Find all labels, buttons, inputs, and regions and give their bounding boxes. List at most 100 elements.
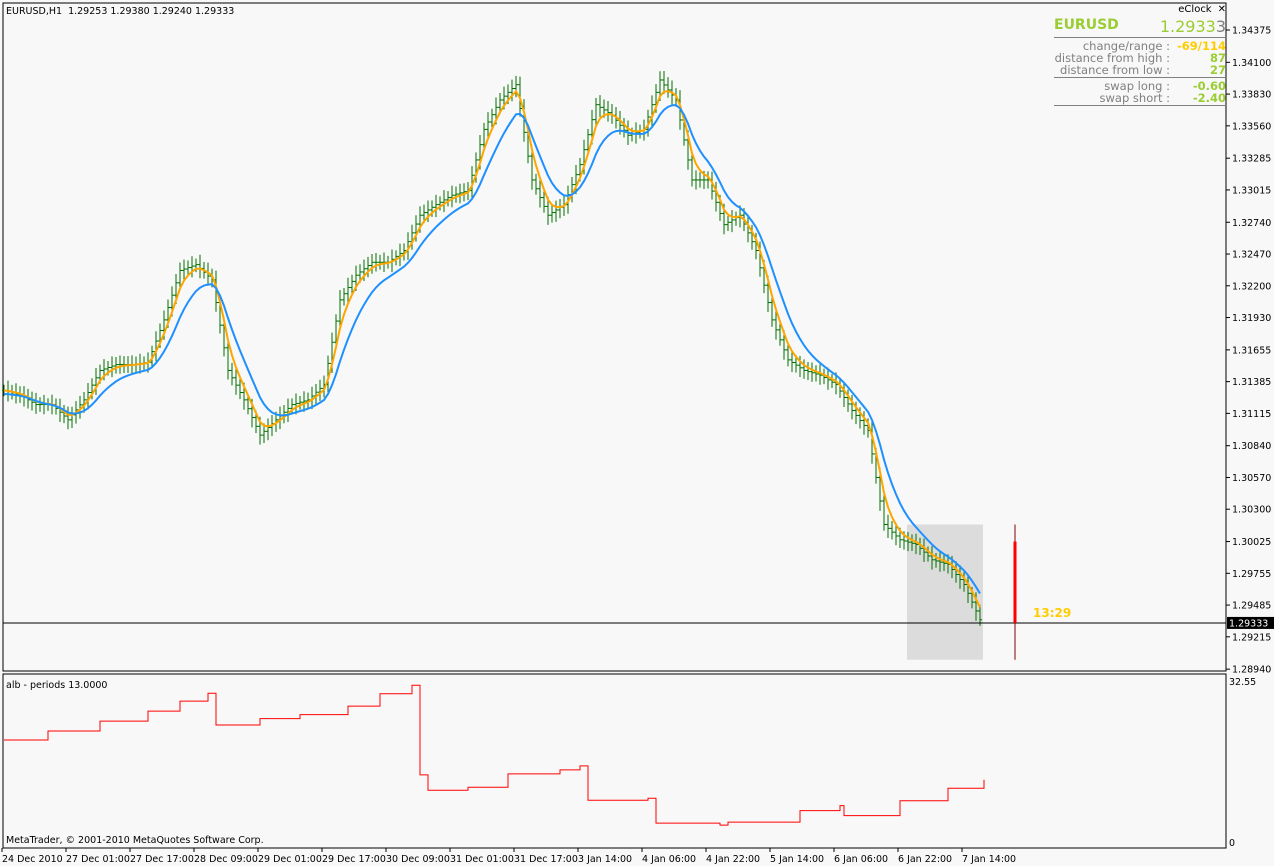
ohlc-bar [482, 122, 486, 152]
time-tick-label: 31 Dec 01:00 [450, 854, 514, 865]
ohlc-bar [890, 521, 894, 540]
copyright-text: MetaTrader, © 2001-2010 MetaQuotes Softw… [6, 835, 264, 846]
ohlc-bar [382, 252, 386, 272]
price-tick-label: 1.34100 [1232, 58, 1271, 69]
candle-timer: 13:29 [1033, 606, 1071, 620]
ohlc-bar [574, 165, 578, 195]
ohlc-bar [446, 191, 450, 207]
time-tick-label: 24 Dec 2010 [2, 854, 63, 865]
eclock-symbol: EURUSD [1054, 17, 1119, 33]
close-icon[interactable]: ✕ [1217, 4, 1226, 15]
ohlc-bar [226, 338, 230, 380]
ohlc-bar [930, 546, 934, 570]
price-tick-label: 1.34375 [1232, 26, 1271, 37]
time-tick-label: 30 Dec 09:00 [386, 854, 450, 865]
time-tick-label: 3 Jan 14:00 [578, 854, 632, 865]
price-tick-label: 1.29485 [1232, 601, 1271, 612]
time-tick-label: 6 Jan 22:00 [898, 854, 952, 865]
time-tick-label: 29 Dec 01:00 [258, 854, 322, 865]
indicator-axis-min: 0 [1229, 838, 1235, 849]
ohlc-bar [926, 546, 930, 562]
ohlc-bar [458, 183, 462, 204]
ohlc-bar [538, 178, 542, 208]
ohlc-bar [698, 172, 702, 188]
ohlc-bar [374, 253, 378, 272]
time-tick-label: 6 Jan 06:00 [834, 854, 888, 865]
eclock-row-label: distance from low : [1060, 63, 1170, 77]
ohlc-bar [290, 398, 294, 415]
price-tick-label: 1.30300 [1232, 505, 1271, 516]
main-chart-frame[interactable] [2, 2, 1227, 672]
ohlc-bar [810, 362, 814, 382]
eclock-row: distance from high : 87 [1054, 52, 1226, 64]
ohlc-bar [774, 310, 778, 340]
indicator-title: alb - periods 13.0000 [6, 680, 107, 691]
ohlc-bar [266, 418, 270, 441]
eclock-row-value: 27 [1209, 63, 1226, 77]
time-tick-label: 5 Jan 14:00 [770, 854, 824, 865]
ohlc-bar [942, 554, 946, 572]
ohlc-bar [378, 254, 382, 270]
price-tick-label: 1.32200 [1232, 281, 1271, 292]
ohlc-bar [594, 97, 598, 127]
ohlc-bar [454, 186, 458, 203]
ohlc-bar [262, 423, 266, 443]
ohlc-bar [238, 378, 242, 400]
ohlc-bar [550, 205, 554, 223]
ohlc-bar [510, 79, 514, 102]
ohlc-bar [914, 533, 918, 555]
ohlc-bar [798, 355, 802, 377]
ohlc-bar [486, 112, 490, 140]
ohlc-bar [66, 406, 70, 430]
eclock-row-label: distance from high : [1054, 51, 1170, 65]
price-axis[interactable]: 1.34375 1.34100 1.33830 1.33560 1.33285 1.330… [1226, 26, 1274, 676]
eclock-row-label: change/range : [1082, 39, 1170, 53]
ohlc-bar [110, 356, 114, 378]
ohlc-bar [694, 170, 698, 190]
price-tick-label: 1.32740 [1232, 218, 1271, 229]
eclock-row: distance from low : 27 [1054, 64, 1226, 76]
ohlc-bar [886, 514, 890, 539]
ohlc-bar [850, 395, 854, 420]
current-price-badge [1227, 616, 1274, 629]
price-tick-label: 1.33830 [1232, 90, 1271, 101]
price-tick-label: 1.31385 [1232, 377, 1271, 388]
time-axis[interactable]: 24 Dec 2010 27 Dec 01:00 27 Dec 17:00 28 De… [1, 848, 1016, 865]
ohlc-bar [958, 565, 962, 589]
ohlc-bar [366, 256, 370, 278]
ohlc-bar [294, 393, 298, 415]
eclock-row: swap short : -2.40 [1054, 92, 1226, 104]
eclock-row-value: -69/114 [1177, 39, 1226, 53]
live-candle [1013, 524, 1017, 660]
ohlc-bar [814, 365, 818, 382]
ohlc-bar [370, 253, 374, 274]
time-tick-label: 4 Jan 06:00 [642, 854, 696, 865]
ohlc-bar [882, 494, 886, 531]
ohlc-bar [234, 368, 238, 395]
ohlc-bar [662, 71, 666, 94]
ohlc-bar [462, 183, 466, 202]
ohlc-bar [666, 77, 670, 98]
eclock-row-label: swap short : [1099, 91, 1170, 105]
ohlc-bar [606, 100, 610, 122]
ohlc-bar [490, 108, 494, 128]
time-tick-label: 4 Jan 22:00 [706, 854, 760, 865]
indicator-line [4, 684, 985, 826]
time-tick-label: 31 Dec 17:00 [514, 854, 578, 865]
ohlc-bar [114, 356, 118, 374]
ohlc-bar [118, 355, 122, 374]
eclock-panel: eClock ✕ EURUSD 1.29333 change/range : -69/… [1054, 4, 1226, 106]
ohlc-bar [534, 173, 538, 195]
ohlc-bar [38, 397, 42, 412]
price-tick-label: 1.30570 [1232, 473, 1271, 484]
price-tick-label: 1.31655 [1232, 345, 1271, 356]
ohlc-bar [302, 391, 306, 412]
eclock-row-label: swap long : [1104, 79, 1170, 93]
indicator-frame[interactable] [2, 673, 1227, 849]
price-tick-label: 1.32470 [1232, 250, 1271, 261]
chart-title: EURUSD,H1 1.29253 1.29380 1.29240 1.29333 [6, 6, 234, 17]
ohlc-bar [94, 367, 98, 395]
ohlc-bar [790, 350, 794, 373]
time-tick-label: 29 Dec 17:00 [322, 854, 386, 865]
